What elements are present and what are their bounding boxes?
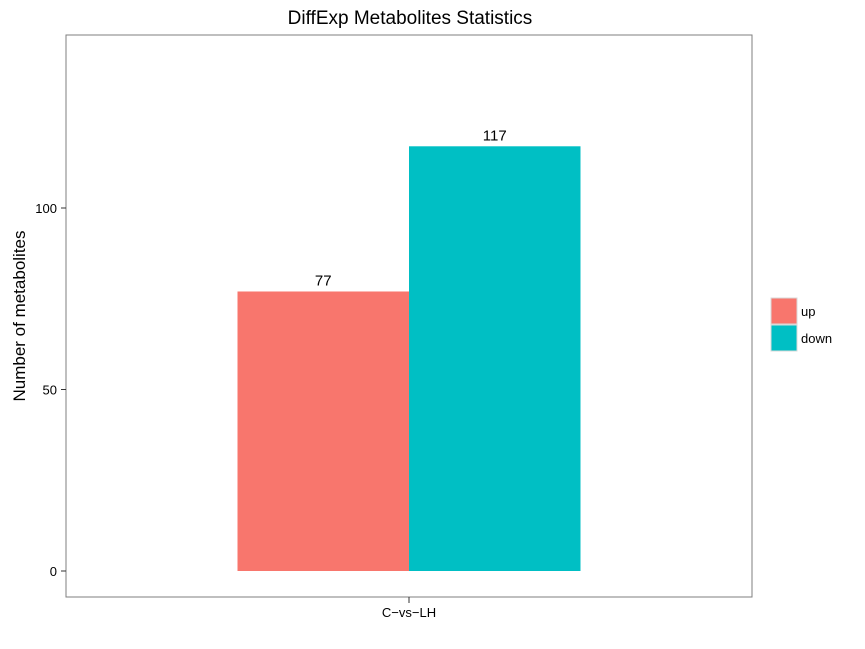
legend-label-up: up [801, 304, 815, 319]
y-axis-label: Number of metabolites [10, 230, 29, 401]
y-tick-label: 100 [35, 201, 57, 216]
bar-up [237, 291, 409, 571]
chart-title: DiffExp Metabolites Statistics [288, 8, 533, 29]
legend-key-up [770, 297, 798, 325]
y-tick-label: 0 [50, 564, 57, 579]
y-tick-label: 50 [43, 383, 57, 398]
data-labels: 77 117 [315, 127, 507, 289]
legend: up down [770, 297, 832, 352]
y-axis: 0 50 100 [35, 201, 66, 579]
data-label-down: 117 [483, 127, 507, 144]
x-tick-label: C−vs−LH [382, 605, 436, 620]
legend-key-down [770, 324, 798, 352]
legend-label-down: down [801, 331, 832, 346]
data-label-up: 77 [315, 272, 332, 289]
bars [237, 146, 581, 572]
x-axis: C−vs−LH [382, 597, 436, 620]
bar-down [409, 146, 581, 572]
